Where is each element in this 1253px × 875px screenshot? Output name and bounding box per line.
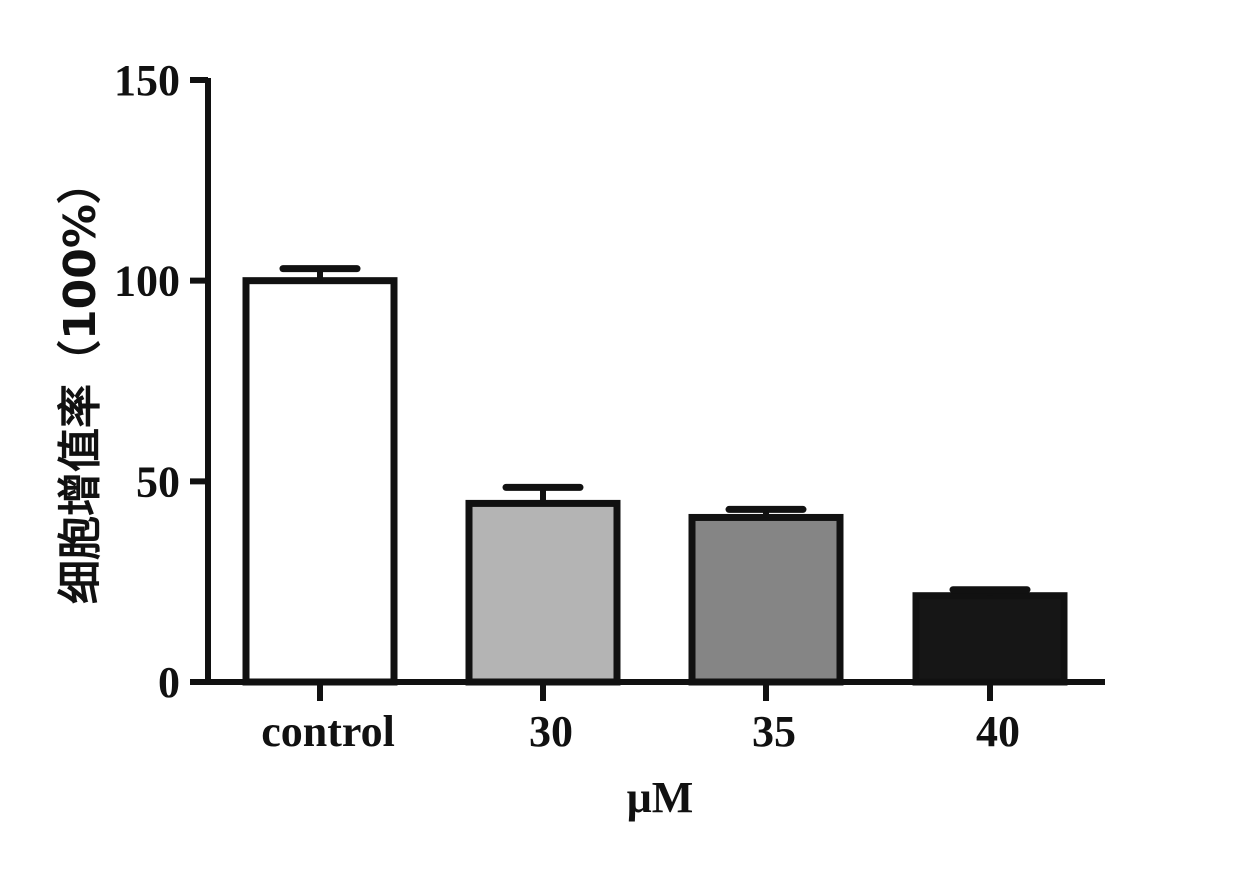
- bar-35: [688, 513, 844, 686]
- y-tick-label: 150: [114, 56, 180, 105]
- x-tick-label-30: 30: [529, 707, 573, 756]
- x-axis-title: μM: [627, 773, 693, 822]
- y-tick-label: 0: [158, 658, 180, 707]
- x-tick-label-40: 40: [976, 707, 1020, 756]
- x-tick-label-control: control: [261, 707, 395, 756]
- bar-control: [242, 277, 398, 686]
- x-ticks-layer: control 30 35 40: [261, 682, 1020, 756]
- x-tick-label-35: 35: [752, 707, 796, 756]
- y-ticks-layer: 0 50 100 150: [114, 56, 208, 707]
- y-tick-label: 100: [114, 257, 180, 306]
- axes-layer: [205, 78, 1105, 685]
- bar-40: [912, 592, 1068, 686]
- bar-30: [465, 499, 621, 686]
- error-bars-layer: [279, 265, 1031, 596]
- bars-layer: [242, 277, 1068, 686]
- y-axis-title: 细胞增值率（100%）: [55, 160, 106, 604]
- y-tick-label: 50: [136, 457, 180, 506]
